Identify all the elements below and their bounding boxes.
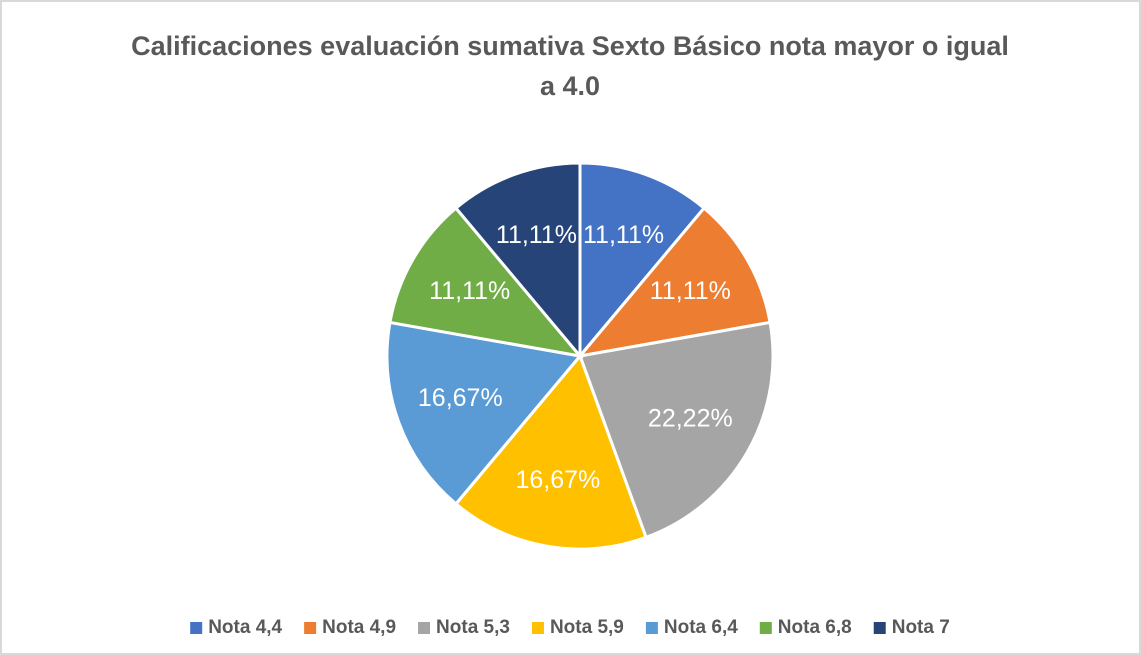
data-label: 22,22% (648, 404, 733, 432)
pie-slice (453, 353, 648, 551)
legend-swatch (190, 622, 203, 634)
data-label: 11,11% (429, 277, 510, 305)
pie-slice (388, 206, 584, 359)
legend-swatch (531, 622, 544, 634)
legend-swatch (873, 622, 886, 634)
pie-slice (577, 320, 775, 540)
pie-slice (453, 161, 582, 361)
legend-swatch (759, 622, 772, 634)
legend-swatch (418, 622, 431, 634)
legend-label: Nota 4,4 (208, 617, 282, 638)
pie-slice (578, 161, 707, 361)
legend-label: Nota 6,8 (778, 617, 852, 638)
chart-title: Calificaciones evaluación sumativa Sexto… (131, 31, 1009, 101)
title-line: Calificaciones evaluación sumativa Sexto… (131, 31, 1009, 61)
data-label: 11,11% (650, 277, 731, 305)
data-label: 16,67% (516, 466, 601, 494)
legend-label: Nota 5,3 (436, 617, 510, 638)
legend: Nota 4,4 Nota 4,9 Nota 5,3 Nota 5,9 Nota 6,4… (190, 617, 950, 638)
legend-label: Nota 5,9 (550, 617, 624, 638)
legend-label: Nota 4,9 (322, 617, 396, 638)
legend-label: Nota 7 (892, 617, 950, 638)
data-label: 11,11% (496, 221, 577, 249)
data-label: 11,11% (583, 221, 664, 249)
legend-swatch (304, 622, 317, 634)
data-label: 16,67% (418, 384, 503, 412)
pie-slice (576, 206, 772, 359)
pie-slice (385, 320, 583, 506)
legend-swatch (645, 622, 658, 634)
legend-label: Nota 6,4 (664, 617, 738, 638)
title-line: a 4.0 (540, 71, 600, 101)
